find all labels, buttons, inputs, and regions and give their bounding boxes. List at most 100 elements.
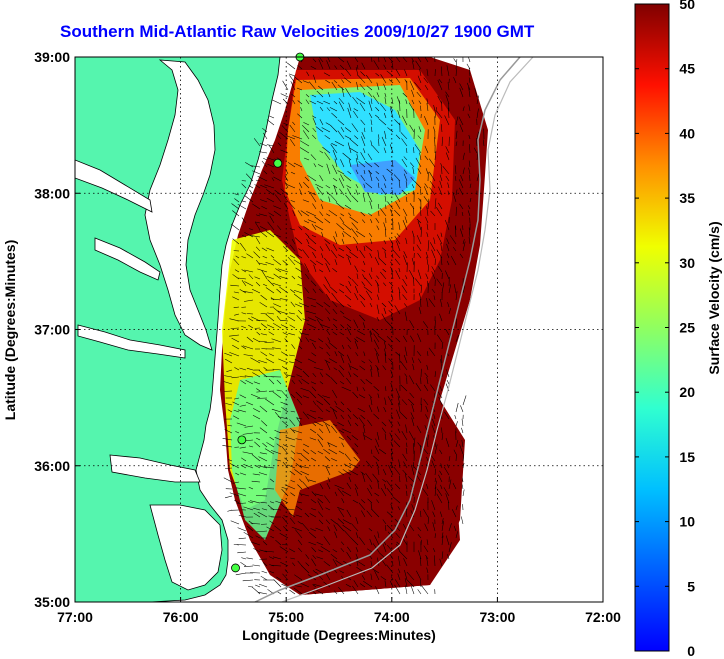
velocity-arrow bbox=[340, 401, 345, 406]
velocity-arrow bbox=[416, 425, 422, 434]
velocity-arrow bbox=[270, 170, 275, 175]
velocity-arrow bbox=[316, 186, 324, 196]
velocity-arrow bbox=[315, 493, 324, 497]
velocity-arrow bbox=[288, 73, 296, 77]
velocity-arrow bbox=[266, 119, 275, 126]
velocity-arrow bbox=[455, 453, 457, 462]
velocity-arrow bbox=[453, 76, 457, 84]
velocity-arrow bbox=[325, 185, 331, 189]
velocity-arrow bbox=[437, 95, 443, 105]
velocity-arrow bbox=[384, 348, 387, 357]
velocity-arrow bbox=[406, 571, 415, 581]
velocity-arrow bbox=[347, 354, 352, 364]
velocity-arrow bbox=[331, 142, 338, 147]
velocity-arrow bbox=[298, 345, 303, 350]
velocity-arrow bbox=[411, 57, 415, 63]
velocity-arrow bbox=[355, 487, 359, 497]
velocity-arrow bbox=[341, 442, 345, 448]
velocity-arrow bbox=[261, 508, 268, 511]
velocity-arrow bbox=[439, 470, 443, 476]
velocity-arrow bbox=[274, 194, 282, 203]
velocity-arrow bbox=[282, 260, 289, 266]
velocity-arrow bbox=[371, 145, 380, 154]
velocity-arrow bbox=[294, 303, 303, 308]
velocity-arrow bbox=[455, 334, 459, 343]
velocity-arrow bbox=[440, 298, 443, 308]
velocity-arrow bbox=[275, 500, 282, 504]
velocity-arrow bbox=[277, 225, 282, 231]
velocity-arrow bbox=[293, 587, 303, 595]
velocity-arrow bbox=[254, 184, 261, 189]
velocity-arrow bbox=[395, 194, 401, 203]
velocity-arrow bbox=[316, 433, 324, 441]
velocity-arrow bbox=[404, 303, 408, 308]
velocity-arrow bbox=[402, 278, 408, 287]
velocity-arrow bbox=[430, 384, 436, 392]
velocity-arrow bbox=[375, 114, 380, 119]
velocity-arrow bbox=[461, 418, 464, 427]
velocity-arrow bbox=[369, 253, 373, 259]
velocity-arrow bbox=[428, 347, 436, 357]
velocity-arrow bbox=[316, 542, 324, 546]
velocity-arrow bbox=[231, 376, 240, 379]
velocity-arrow bbox=[380, 187, 387, 196]
velocity-arrow bbox=[344, 77, 352, 84]
velocity-arrow bbox=[353, 110, 359, 119]
velocity-arrow bbox=[377, 203, 380, 210]
velocity-arrow bbox=[452, 482, 457, 490]
velocity-arrow bbox=[431, 424, 436, 434]
velocity-arrow bbox=[283, 515, 289, 518]
velocity-arrow bbox=[420, 188, 422, 196]
velocity-arrow bbox=[382, 519, 387, 525]
velocity-arrow bbox=[255, 237, 261, 245]
velocity-arrow bbox=[282, 80, 289, 91]
velocity-arrow bbox=[289, 589, 296, 595]
velocity-arrow bbox=[281, 488, 289, 497]
velocity-arrow bbox=[344, 135, 352, 140]
velocity-arrow bbox=[330, 518, 338, 525]
velocity-arrow bbox=[431, 500, 436, 511]
velocity-arrow bbox=[434, 137, 436, 147]
velocity-arrow bbox=[352, 414, 359, 420]
velocity-arrow bbox=[332, 549, 338, 553]
velocity-arrow bbox=[304, 263, 310, 273]
velocity-arrow bbox=[325, 507, 331, 511]
velocity-arrow bbox=[236, 544, 247, 546]
velocity-arrow bbox=[224, 429, 233, 434]
velocity-arrow bbox=[281, 499, 289, 504]
velocity-arrow bbox=[347, 407, 352, 413]
velocity-arrow bbox=[455, 141, 458, 147]
velocity-arrow bbox=[362, 387, 366, 392]
velocity-arrow bbox=[377, 393, 380, 399]
velocity-arrow bbox=[347, 276, 352, 280]
velocity-arrow bbox=[402, 469, 408, 476]
velocity-arrow bbox=[339, 332, 345, 336]
y-tick-label: 39:00 bbox=[34, 49, 70, 65]
velocity-arrow bbox=[455, 505, 458, 511]
velocity-arrow bbox=[361, 62, 366, 70]
velocity-arrow bbox=[313, 74, 317, 84]
velocity-arrow bbox=[424, 145, 429, 154]
velocity-arrow bbox=[253, 548, 261, 553]
velocity-arrow bbox=[298, 379, 303, 385]
velocity-arrow bbox=[395, 337, 401, 343]
velocity-arrow bbox=[384, 397, 387, 406]
velocity-arrow bbox=[250, 393, 261, 399]
velocity-arrow bbox=[335, 231, 338, 238]
velocity-arrow bbox=[384, 580, 387, 588]
velocity-arrow bbox=[256, 331, 261, 336]
velocity-arrow bbox=[281, 366, 289, 371]
velocity-arrow bbox=[239, 472, 247, 476]
velocity-arrow bbox=[405, 424, 408, 434]
velocity-arrow bbox=[246, 336, 254, 343]
velocity-arrow bbox=[280, 149, 289, 154]
velocity-arrow bbox=[444, 115, 450, 126]
velocity-arrow bbox=[398, 179, 401, 189]
velocity-arrow bbox=[361, 360, 366, 364]
velocity-arrow bbox=[356, 81, 359, 91]
velocity-arrow bbox=[446, 369, 450, 378]
velocity-arrow bbox=[251, 541, 261, 546]
velocity-arrow bbox=[268, 378, 275, 385]
velocity-arrow bbox=[427, 516, 430, 525]
